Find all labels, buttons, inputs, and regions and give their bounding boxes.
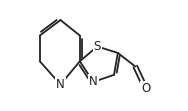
Text: O: O	[141, 82, 150, 95]
Text: N: N	[56, 78, 65, 91]
Text: N: N	[89, 75, 98, 88]
Text: S: S	[94, 40, 101, 53]
